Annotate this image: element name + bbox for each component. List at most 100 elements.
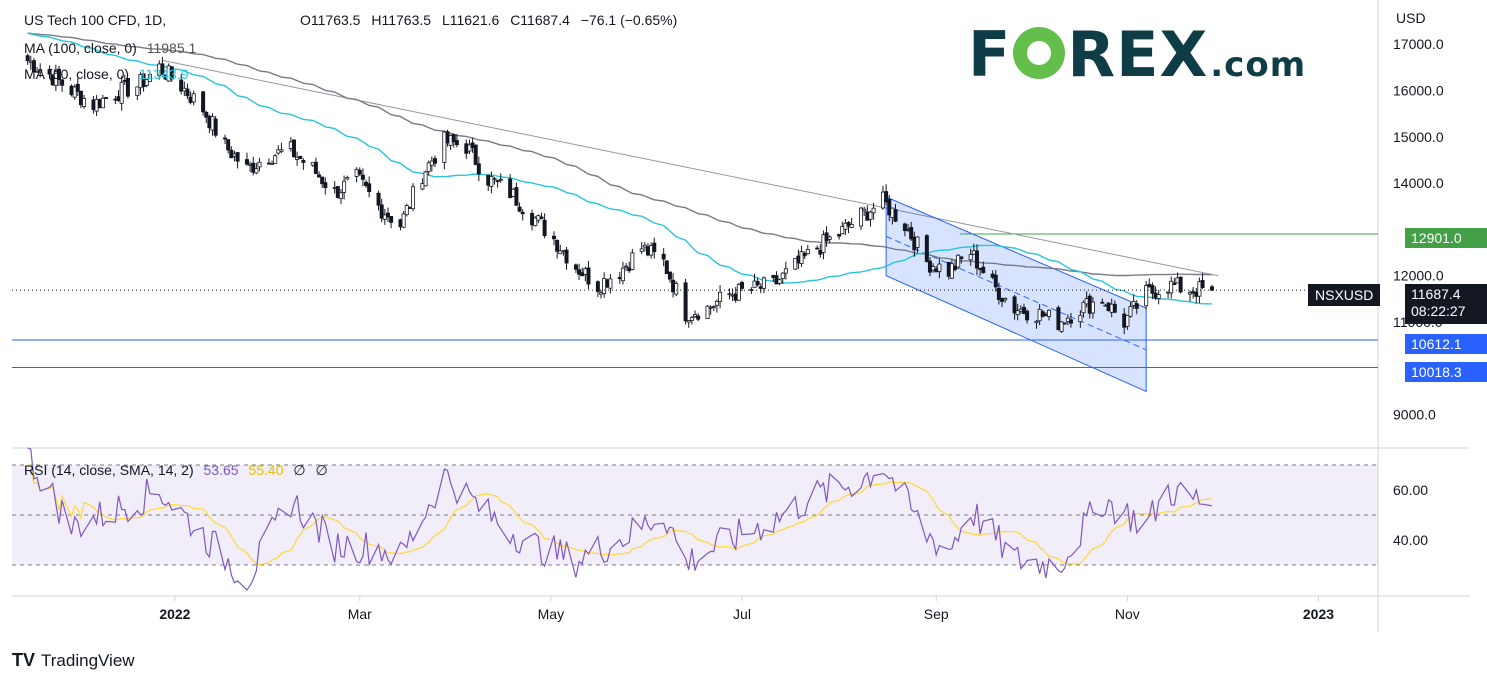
candle-body (630, 252, 635, 270)
candle-body (448, 135, 453, 146)
candle-body (1047, 309, 1052, 317)
candle-body (69, 85, 74, 96)
candle-body (28, 60, 33, 64)
candle-body (72, 86, 77, 98)
candle-body (752, 280, 757, 288)
candle-body (799, 251, 804, 264)
candle-body (401, 213, 406, 228)
candle-body (827, 236, 832, 240)
candle-body (849, 224, 854, 228)
candle-body (179, 79, 184, 92)
candle-body (755, 281, 760, 286)
open-value: O11763.5 (300, 12, 361, 28)
candle-body (476, 163, 481, 175)
date-tick-label: 2023 (1303, 606, 1334, 622)
candle-body (558, 250, 563, 255)
candle-body (573, 264, 578, 270)
candles (25, 53, 1214, 335)
price-tick-label: 17000.0 (1393, 36, 1444, 52)
high-value: H11763.5 (371, 12, 432, 28)
candle-body (147, 73, 152, 83)
candle-body (1112, 303, 1117, 313)
candle-body (1178, 276, 1183, 293)
candle-body (1021, 307, 1026, 314)
candle-body (1144, 285, 1149, 307)
candle-body (990, 273, 995, 278)
candle-body (1065, 317, 1070, 322)
candle-body (696, 315, 701, 320)
resistance-label: 12901.0 (1405, 228, 1487, 248)
ma50-legend[interactable]: MA (50, close, 0) 11343.9 (24, 66, 195, 82)
candle-body (1062, 322, 1067, 325)
candle-body (624, 265, 629, 268)
footer-brand: TradingView (41, 650, 135, 670)
candle-body (639, 248, 644, 252)
candle-body (840, 226, 845, 235)
logo-letters-rex: REX (1067, 18, 1209, 91)
axis-unit: USD (1396, 10, 1426, 26)
candle-body (125, 78, 130, 97)
candle-body (912, 236, 917, 251)
candle-body (843, 222, 848, 230)
candle-body (1025, 310, 1030, 321)
candle-body (1040, 311, 1045, 317)
rsi-extra-1: ∅ (293, 462, 306, 478)
candle-body (317, 174, 322, 178)
candle-body (580, 272, 585, 277)
candle-body (464, 143, 469, 154)
candle-body (404, 205, 409, 216)
candle-body (470, 142, 475, 149)
date-tick-label: 2022 (159, 606, 190, 622)
candle-body (1131, 300, 1136, 306)
candle-body (705, 305, 710, 319)
candle-body (671, 279, 676, 293)
ma100-value: 11985.1 (146, 40, 197, 56)
candle-body (207, 115, 212, 129)
candle-body (1056, 307, 1061, 331)
candle-body (577, 269, 582, 275)
logo-suffix: .com (1210, 45, 1307, 85)
candle-body (345, 177, 350, 180)
candle-body (846, 222, 851, 227)
candle-body (97, 99, 102, 109)
rsi-legend[interactable]: RSI (14, close, SMA, 14, 2) 53.65 55.40 … (24, 462, 334, 479)
candle-body (602, 278, 607, 294)
date-tick-label: Mar (348, 606, 372, 622)
candle-body (291, 139, 296, 158)
candle-body (815, 247, 820, 250)
candle-body (276, 149, 281, 154)
candle-body (1150, 285, 1155, 294)
candle-body (451, 134, 456, 143)
ma100-label: MA (100, close, 0) (24, 40, 137, 56)
candle-body (805, 249, 810, 255)
candle-body (909, 227, 914, 240)
candle-body (1125, 315, 1130, 327)
candle-body (555, 239, 560, 252)
chart-title: US Tech 100 CFD, 1D, (24, 12, 172, 28)
candle-body (335, 186, 340, 198)
candle-body (301, 160, 306, 163)
candle-body (201, 91, 206, 113)
candle-body (514, 187, 519, 206)
candle-body (652, 242, 657, 253)
ma100-legend[interactable]: MA (100, close, 0) 11985.1 (24, 40, 202, 56)
price-tick-label: 12000.0 (1393, 268, 1444, 284)
candle-body (689, 317, 694, 321)
candle-body (937, 263, 942, 272)
candle-body (595, 281, 600, 292)
candle-body (407, 207, 412, 209)
candle-body (674, 283, 679, 295)
rsi-extra-2: ∅ (315, 462, 328, 478)
candle-body (1084, 298, 1089, 305)
price-tick-label: 15000.0 (1393, 129, 1444, 145)
candle-body (60, 79, 65, 86)
candle-body (1134, 303, 1139, 309)
candle-body (927, 260, 932, 273)
candle-body (382, 214, 387, 220)
candle-body (251, 162, 256, 173)
last-price-value: 11687.4 (1411, 286, 1461, 302)
candle-body (714, 300, 719, 306)
low-value: L11621.6 (441, 12, 500, 28)
candle-body (426, 162, 431, 172)
